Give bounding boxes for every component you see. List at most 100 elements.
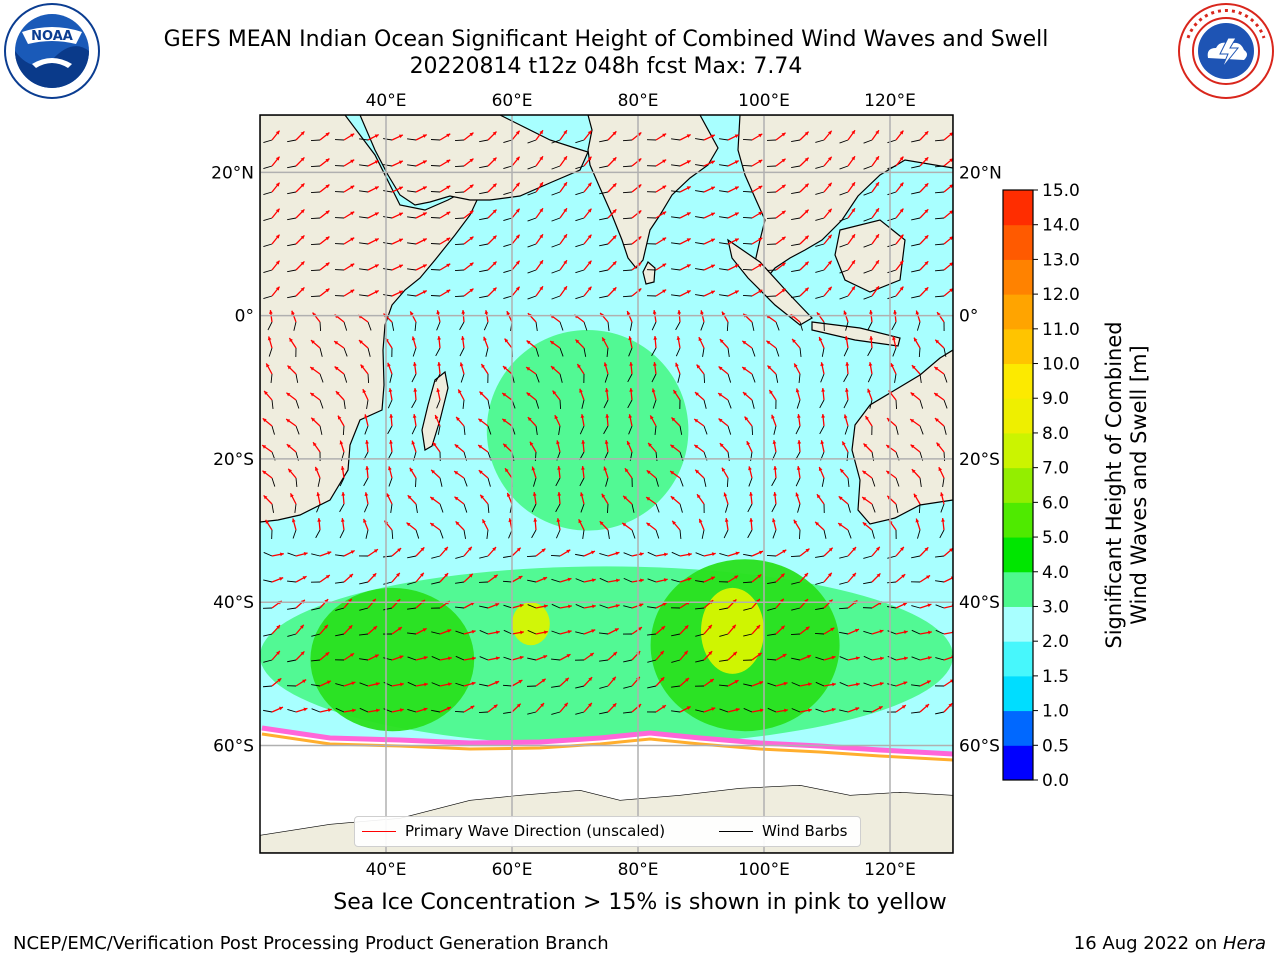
wave-arrow-head — [805, 548, 810, 553]
wave-arrow-head — [804, 573, 808, 577]
wave-arrow-head — [591, 629, 596, 633]
wind-barb — [891, 321, 897, 331]
wave-arrow-head — [539, 182, 543, 187]
wind-barb — [431, 656, 441, 661]
wind-barb — [773, 425, 777, 435]
colorbar-tick-label: 13.0 — [1042, 250, 1080, 270]
wave-arrow-head — [412, 362, 417, 366]
wave-arrow-head — [599, 521, 604, 526]
wind-barb — [503, 295, 513, 299]
wave-arrow-head — [587, 208, 592, 213]
lat-tick-left: 40°S — [213, 593, 254, 613]
wind-barb — [387, 399, 393, 409]
wind-barb — [414, 321, 417, 331]
wave-arrow-head — [840, 468, 844, 473]
wave-arrow-head — [804, 209, 809, 214]
wind-barb — [847, 477, 850, 487]
wave-arrow-head — [818, 466, 823, 471]
wave-arrow-head — [446, 237, 451, 242]
wind-barb — [622, 191, 633, 194]
wave-arrow-head — [563, 260, 567, 265]
wind-barb — [815, 217, 825, 221]
wind-barb — [790, 555, 801, 558]
wave-arrow-head — [300, 157, 305, 162]
wind-barb — [483, 321, 489, 331]
wind-barb — [535, 373, 540, 383]
wind-barb — [887, 555, 897, 559]
wind-barb — [771, 503, 777, 513]
wind-barb — [383, 708, 393, 713]
wave-arrow-head — [386, 493, 390, 498]
wave-arrow-head — [389, 414, 394, 418]
wind-barb — [629, 321, 633, 331]
wind-barb — [454, 139, 465, 141]
wind-barb — [603, 425, 609, 435]
wind-barb — [599, 139, 609, 143]
wind-barb — [407, 656, 417, 661]
wave-arrow-head — [365, 440, 369, 444]
wave-arrow-head — [855, 628, 859, 633]
wind-barb — [814, 632, 825, 635]
wind-barb — [934, 165, 945, 168]
wind-barb — [887, 269, 897, 274]
wind-barb — [359, 216, 369, 219]
wind-barb — [867, 347, 873, 357]
wave-arrow-head — [311, 417, 316, 422]
colorbar-tick-label: 2.0 — [1042, 632, 1069, 652]
wave-arrow-head — [276, 650, 280, 655]
wind-barb — [703, 477, 707, 487]
wind-barb — [383, 164, 393, 167]
lat-tick-left: 20°S — [213, 450, 254, 470]
wind-barb — [271, 503, 274, 513]
wave-arrow-head — [302, 576, 307, 580]
wind-barb — [791, 682, 801, 687]
wind-barb — [503, 269, 513, 273]
arabia-landmass — [359, 115, 589, 206]
wave-arrow-head — [568, 604, 572, 609]
wind-barb — [503, 165, 513, 169]
wind-barb — [895, 503, 899, 513]
wind-barb — [627, 373, 633, 383]
wave-arrow-head — [502, 393, 507, 397]
wind-barb — [679, 425, 683, 435]
wind-barb — [431, 555, 441, 559]
wave-arrow-head — [804, 235, 809, 240]
wave-arrow-head — [911, 365, 916, 370]
wave-arrow-head — [351, 681, 356, 686]
wave-arrow-head — [300, 651, 305, 656]
wave-arrow-head — [734, 264, 739, 268]
chart-title: GEFS MEAN Indian Ocean Significant Heigh… — [163, 27, 1049, 52]
wind-barb — [843, 399, 849, 409]
wind-barb — [459, 347, 465, 357]
wave-arrow-head — [364, 492, 369, 497]
wave-arrow-head — [563, 156, 567, 161]
wind-barb — [343, 373, 348, 383]
wind-barb — [431, 682, 441, 687]
wind-barb — [363, 503, 369, 513]
wind-barb — [531, 503, 537, 513]
wave-arrow-head — [264, 390, 268, 395]
wave-arrow-head — [815, 521, 820, 526]
wind-barb — [791, 657, 801, 661]
colorbar-segment — [1003, 363, 1033, 399]
wave-arrow-head — [915, 518, 920, 523]
wave-arrow-head — [628, 336, 633, 341]
wind-barb — [527, 191, 537, 196]
wave-arrow-head — [363, 518, 367, 523]
wind-barb — [839, 581, 849, 585]
wave-arrow-head — [685, 677, 689, 682]
wind-barb — [263, 552, 273, 557]
wind-barb — [631, 529, 636, 539]
wave-arrow-head — [718, 393, 723, 397]
wind-barb — [454, 191, 465, 193]
wave-arrow-head — [793, 519, 798, 524]
wind-barb — [821, 477, 825, 487]
wave-arrow-head — [349, 574, 353, 578]
wave-arrow-head — [758, 550, 763, 555]
wind-barb — [911, 217, 921, 221]
wave-arrow-head — [504, 338, 509, 343]
wave-arrow-head — [262, 470, 267, 475]
wave-arrow-head — [868, 362, 873, 366]
wind-barb — [575, 269, 585, 274]
wave-arrow-head — [563, 182, 567, 187]
